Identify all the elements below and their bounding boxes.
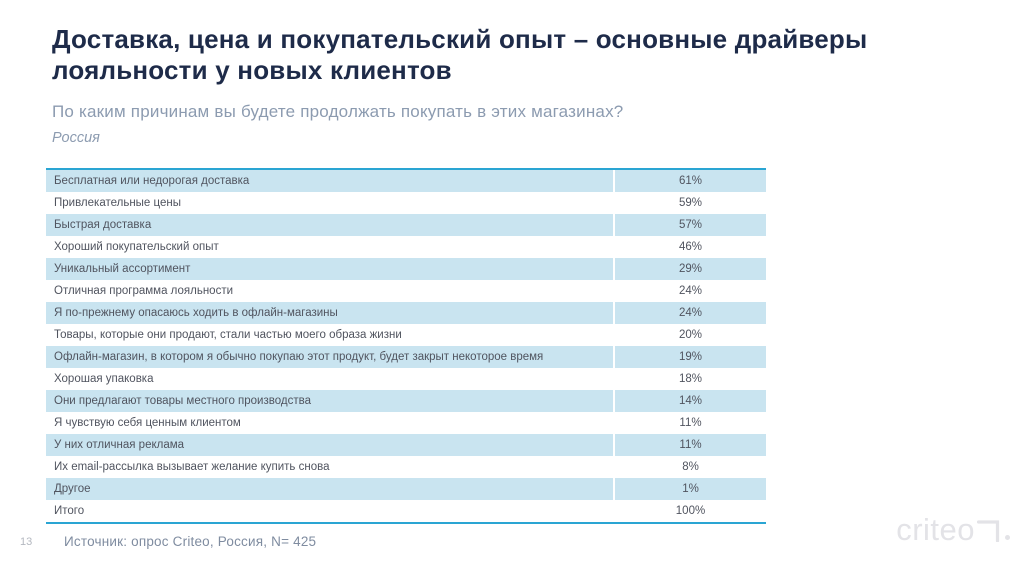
row-value: 24% [678,307,703,319]
row-value: 61% [678,175,703,187]
row-value: 18% [678,373,703,385]
row-value: 57% [678,219,703,231]
table-row: Хорошая упаковка 18% [46,368,766,390]
table-row: Бесплатная или недорогая доставка 61% [46,170,766,192]
table-row: Привлекательные цены 59% [46,192,766,214]
row-label: Уникальный ассортимент [46,258,615,280]
source-note: Источник: опрос Criteo, Россия, N= 425 [64,534,317,549]
table-row: Хороший покупательский опыт 46% [46,236,766,258]
row-label: Другое [46,478,615,500]
row-value: 20% [678,329,703,341]
slide-title: Доставка, цена и покупательский опыт – о… [52,24,868,86]
row-label: Я чувствую себя ценным клиентом [46,412,615,434]
row-label: Отличная программа лояльности [46,280,615,302]
table-row: Быстрая доставка 57% [46,214,766,236]
table-row: Я по-прежнему опасаюсь ходить в офлайн-м… [46,302,766,324]
row-label: Бесплатная или недорогая доставка [46,170,615,192]
row-value: 1% [682,483,699,495]
table-row: Другое 1% [46,478,766,500]
table-row: Товары, которые они продают, стали часть… [46,324,766,346]
criteo-logo-bracket-icon [977,520,1000,542]
criteo-logo-text: criteo [896,512,975,547]
row-label: Я по-прежнему опасаюсь ходить в офлайн-м… [46,302,615,324]
criteo-logo-dot-icon [1005,535,1010,540]
row-label: Быстрая доставка [46,214,615,236]
survey-question: По каким причинам вы будете продолжать п… [52,102,624,121]
row-value: 29% [678,263,703,275]
table-row: Офлайн-магазин, в котором я обычно покуп… [46,346,766,368]
row-value: 11% [679,439,702,451]
table-row: Их email-рассылка вызывает желание купит… [46,456,766,478]
row-label: Их email-рассылка вызывает желание купит… [46,456,615,478]
row-value: 24% [678,285,703,297]
region-label: Россия [52,130,100,146]
row-label: У них отличная реклама [46,434,615,456]
table-row: У них отличная реклама 11% [46,434,766,456]
row-label: Офлайн-магазин, в котором я обычно покуп… [46,346,615,368]
page-number: 13 [20,536,33,548]
row-value: 11% [679,417,702,429]
row-value: 100% [675,505,706,517]
row-label: Хорошая упаковка [46,368,615,390]
row-label: Товары, которые они продают, стали часть… [46,324,615,346]
row-value: 14% [678,395,703,407]
row-label: Хороший покупательский опыт [46,236,615,258]
table-row: Уникальный ассортимент 29% [46,258,766,280]
row-value: 8% [682,461,699,473]
row-label: Итого [46,500,615,522]
table-row: Я чувствую себя ценным клиентом 11% [46,412,766,434]
row-value: 59% [678,197,703,209]
results-table: Бесплатная или недорогая доставка 61% Прив… [46,168,766,524]
row-label: Привлекательные цены [46,192,615,214]
table-row: Отличная программа лояльности 24% [46,280,766,302]
row-value: 46% [678,241,703,253]
criteo-logo: criteo [896,514,1010,545]
row-label: Они предлагают товары местного производс… [46,390,615,412]
row-value: 19% [678,351,703,363]
table-row: Они предлагают товары местного производс… [46,390,766,412]
table-row: Итого 100% [46,500,766,522]
